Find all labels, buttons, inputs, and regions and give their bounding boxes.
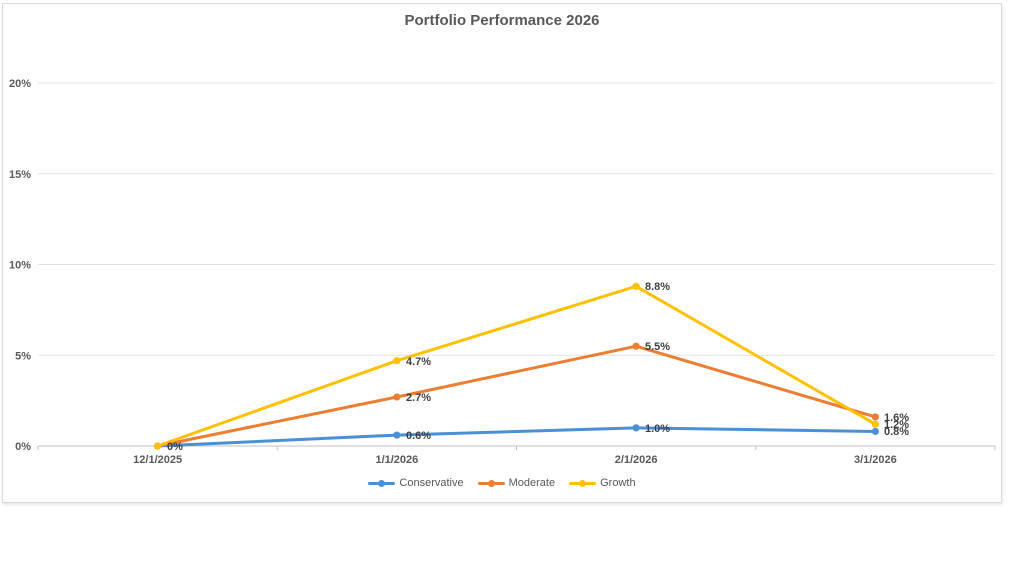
data-label-conservative: 0.6% <box>406 430 431 442</box>
chart-plot-area: 0% 5% 10% 15% 20% 12/1/2025 1/1/2026 2/1/2026 3/… <box>9 78 996 466</box>
chart-legend: Conservative Moderate Growth <box>3 477 1001 489</box>
legend-item-moderate: Moderate <box>477 477 556 489</box>
data-point-moderate <box>632 342 640 350</box>
data-point-conservative <box>871 427 879 436</box>
y-axis-tick-label: 20% <box>9 78 31 90</box>
y-axis-tick-label: 5% <box>15 350 31 362</box>
data-point-growth <box>154 442 162 450</box>
data-point-moderate <box>393 393 401 401</box>
legend-label: Growth <box>600 477 636 489</box>
legend-label: Moderate <box>508 477 556 489</box>
chart-frame: Portfolio Performance 2026 0% 5% 10% 15% 20%… <box>2 3 1002 503</box>
x-axis-category-label: 1/1/2026 <box>375 454 418 466</box>
data-point-growth <box>632 282 640 290</box>
series-line-conservative <box>156 426 877 448</box>
y-axis-tick-label: 0% <box>15 441 31 453</box>
data-label-conservative: 0.8% <box>884 426 909 438</box>
data-label-moderate: 2.7% <box>406 392 431 404</box>
legend-marker-line-icon <box>569 479 597 487</box>
data-point-growth <box>871 420 879 428</box>
series-line-growth <box>156 284 877 448</box>
chart-title: Portfolio Performance 2026 <box>404 12 600 29</box>
x-axis-category-label: 2/1/2026 <box>615 454 658 466</box>
legend-marker-line-icon <box>477 479 505 487</box>
x-axis-category-label: 12/1/2025 <box>133 454 182 466</box>
data-label-growth: 8.8% <box>645 281 670 293</box>
data-label-conservative: 1.0% <box>645 423 670 435</box>
data-label-moderate: 1.6% <box>884 412 909 424</box>
data-label-growth: 4.7% <box>406 356 431 368</box>
x-axis-category-label: 3/1/2026 <box>854 454 897 466</box>
data-label-moderate: 5.5% <box>645 341 670 353</box>
data-label-conservative: 0% <box>167 441 183 453</box>
series-line-moderate <box>156 344 877 448</box>
legend-marker-line-icon <box>368 479 396 487</box>
data-label-growth: 1.2% <box>884 419 909 431</box>
y-axis-tick-label: 15% <box>9 169 31 181</box>
data-point-growth <box>393 357 401 365</box>
legend-item-conservative: Conservative <box>368 477 464 489</box>
y-axis-tick-label: 10% <box>9 260 31 272</box>
data-point-conservative <box>393 431 401 439</box>
legend-label: Conservative <box>399 477 464 489</box>
data-point-conservative <box>632 424 640 432</box>
legend-item-growth: Growth <box>569 477 636 489</box>
data-point-moderate <box>871 413 879 421</box>
